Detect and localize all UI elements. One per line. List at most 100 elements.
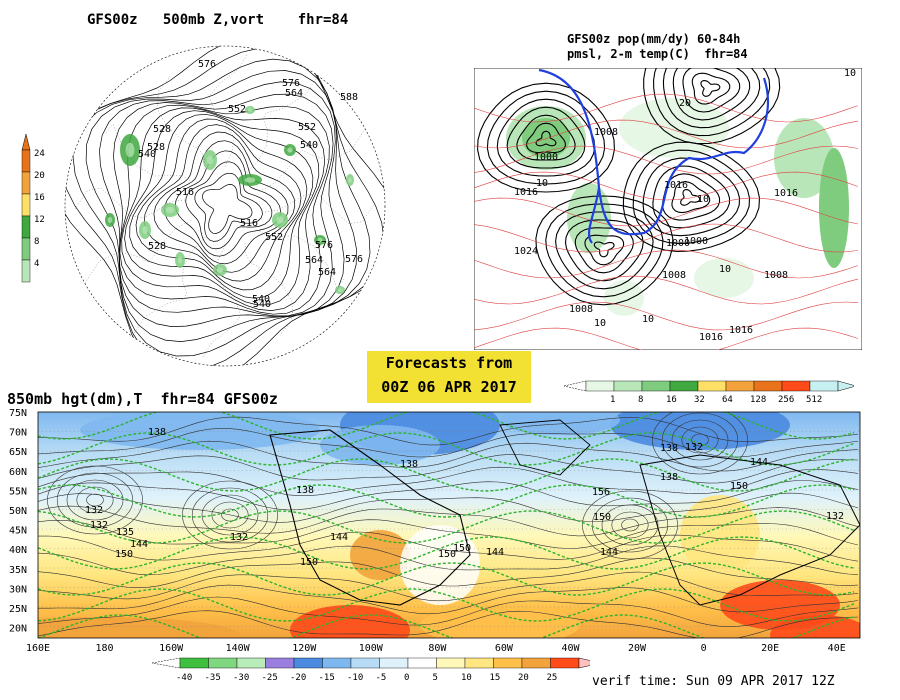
contour-label: 564 (318, 267, 336, 278)
temp-label: 10 (536, 178, 548, 189)
contour-label: 516 (240, 218, 258, 229)
lon-label: 0 (701, 643, 707, 654)
vort-colorbar-tick: 20 (34, 171, 45, 181)
pmsl-label: 1016 (514, 187, 538, 198)
contour-label: 528 (147, 142, 165, 153)
temp-colorbar-tick: -15 (319, 673, 335, 683)
contour-label: 528 (153, 124, 171, 135)
banner-line2: 00Z 06 APR 2017 (381, 378, 517, 396)
lat-label: 75N (9, 408, 27, 419)
banner-line1: Forecasts from (385, 354, 513, 372)
height-label: 150 (453, 543, 471, 554)
vort-colorbar-tick: 4 (34, 259, 39, 269)
lon-label: 40E (828, 643, 846, 654)
height-label: 132 (85, 505, 103, 516)
lat-label: 30N (9, 584, 27, 595)
vort-colorbar: 24 20 16 12 8 4 (21, 133, 45, 283)
pmsl-label: 1008 (662, 270, 686, 281)
height-label: 132 (685, 442, 703, 453)
temp-label: 20 (679, 98, 691, 109)
temp-colorbar-tick: 15 (490, 673, 501, 683)
lon-label: 20E (761, 643, 779, 654)
height-label: 138 (400, 459, 418, 470)
pmsl-label: 1016 (664, 180, 688, 191)
pmsl-label: 1016 (729, 325, 753, 336)
pmsl-label: 1000 (666, 238, 690, 249)
temp-label: 10 (697, 194, 709, 205)
temp-colorbar-tick: 25 (547, 673, 558, 683)
height-label: 150 (438, 549, 456, 560)
lon-label: 40W (561, 643, 580, 654)
pmsl-label: 1008 (764, 270, 788, 281)
contour-label: 576 (282, 78, 300, 89)
height-label: 144 (750, 457, 768, 468)
temp-colorbar-tick: -20 (290, 673, 306, 683)
panel-pop-title-line1: GFS00z pop(mm/dy) 60-84h (567, 32, 741, 46)
lon-label: 160W (159, 643, 184, 654)
pmsl-label: 1008 (594, 127, 618, 138)
lon-label: 60W (495, 643, 514, 654)
contour-label: 516 (176, 187, 194, 198)
pmsl-label: 1016 (699, 332, 723, 343)
temp-label: 10 (844, 68, 856, 79)
vort-colorbar-tick: 12 (34, 215, 45, 225)
pmsl-label: 1000 (534, 152, 558, 163)
temp-colorbar-tick: 10 (461, 673, 472, 683)
lon-label: 140W (226, 643, 251, 654)
temp-colorbar-tick: 0 (404, 673, 409, 683)
polar-500mb-map: 5765645525285405165525405285645765765885… (21, 45, 386, 367)
contour-label: 540 (252, 294, 270, 305)
lat-label: 25N (9, 604, 27, 615)
height-label: 150 (300, 557, 318, 568)
panel-850mb-title: 850mb hgt(dm),T fhr=84 GFS00z (7, 390, 278, 408)
temp-label: 10 (719, 264, 731, 275)
lon-label: 100W (359, 643, 384, 654)
height-label: 150 (593, 512, 611, 523)
lon-label: 180 (96, 643, 114, 654)
pop-colorbar-tick: 1 (610, 395, 615, 405)
temp-colorbar-tick: -35 (205, 673, 221, 683)
pmsl-label: 1024 (514, 246, 538, 257)
height-label: 150 (730, 481, 748, 492)
height-label: 138 (660, 472, 678, 483)
temp-label: 10 (642, 314, 654, 325)
vort-colorbar-tick: 8 (34, 237, 39, 247)
temp-colorbar-tick: -40 (176, 673, 192, 683)
lon-label: 160E (26, 643, 50, 654)
vort-colorbar-tick: 24 (34, 149, 45, 159)
verif-time: verif time: Sun 09 APR 2017 12Z (592, 674, 835, 689)
temp-colorbar-tick: -25 (262, 673, 278, 683)
contour-label: 552 (228, 104, 246, 115)
forecast-banner: Forecasts from 00Z 06 APR 2017 (367, 351, 531, 403)
contour-label: 540 (253, 299, 271, 310)
height-label: 144 (486, 547, 504, 558)
height-label: 138 (148, 427, 166, 438)
height-label: 138 (660, 443, 678, 454)
pop-colorbar: 1 8 16 32 64 128 256 512 (564, 380, 854, 405)
height-label: 138 (296, 485, 314, 496)
contour-label: 552 (298, 122, 316, 133)
pmsl-label: 1016 (774, 188, 798, 199)
temp-colorbar-tick: -30 (233, 673, 249, 683)
pop-colorbar-tick: 256 (778, 395, 794, 405)
height-label: 144 (600, 547, 618, 558)
pop-colorbar-tick: 512 (806, 395, 822, 405)
lat-label: 40N (9, 545, 27, 556)
pmsl-label: 1000 (684, 236, 708, 247)
pmsl-label: 1008 (569, 304, 593, 315)
lat-label: 35N (9, 565, 27, 576)
lat-label: 20N (9, 624, 27, 635)
lat-label: 65N (9, 447, 27, 458)
lon-label: 20W (628, 643, 647, 654)
lat-label: 60N (9, 467, 27, 478)
pop-colorbar-tick: 64 (722, 395, 733, 405)
contour-label: 540 (300, 140, 318, 151)
contour-label: 576 (315, 240, 333, 251)
temp-label: 10 (594, 318, 606, 329)
pop-colorbar-tick: 32 (694, 395, 705, 405)
lon-label: 80W (428, 643, 447, 654)
lon-label: 120W (292, 643, 317, 654)
temp-colorbar: -40 -35 -30 -25 -20 -15 -10 -5 0 5 10 15 20 25 (151, 657, 590, 683)
height-label: 150 (115, 549, 133, 560)
height-label: 144 (330, 532, 348, 543)
